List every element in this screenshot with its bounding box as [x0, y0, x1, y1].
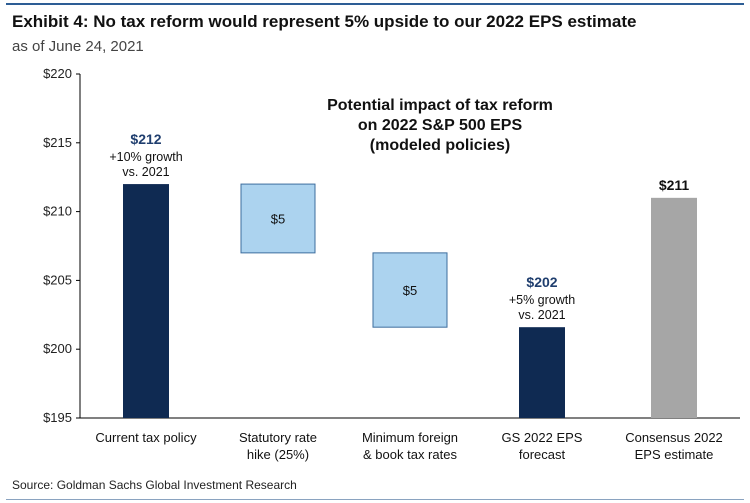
x-tick-label: & book tax rates: [363, 447, 457, 462]
x-tick-label: Statutory rate: [239, 430, 317, 445]
y-tick-label: $220: [43, 66, 72, 81]
bar: [123, 184, 169, 418]
bar-data-label: $5: [403, 283, 417, 298]
exhibit-title: Exhibit 4: No tax reform would represent…: [12, 12, 637, 31]
y-tick-label: $210: [43, 204, 72, 219]
x-tick-label: Minimum foreign: [362, 430, 458, 445]
bar: [240, 183, 316, 254]
bar-data-label: $212: [130, 131, 161, 147]
x-tick-label: Current tax policy: [95, 430, 197, 445]
bar: [651, 197, 697, 418]
x-tick-label: GS 2022 EPS: [502, 430, 583, 445]
waterfall-chart: $195 $200 $205 $210 $215 $220 Potential impact…: [43, 66, 740, 462]
source-note: Source: Goldman Sachs Global Investment …: [12, 478, 297, 492]
bar-annotation: vs. 2021: [518, 308, 565, 322]
bottom-rule: [6, 499, 744, 500]
bar-annotation: +5% growth: [509, 293, 575, 307]
y-tick-label: $215: [43, 135, 72, 150]
chart-title-line: Potential impact of tax reform: [327, 97, 553, 114]
y-tick-label: $195: [43, 410, 72, 425]
bar-data-label: $211: [659, 177, 690, 193]
y-tick-label: $200: [43, 341, 72, 356]
top-rule: [6, 3, 744, 5]
x-tick-label: EPS estimate: [635, 447, 714, 462]
x-tick-label: Consensus 2022: [625, 430, 723, 445]
bar-data-label: $5: [271, 211, 285, 226]
bar: [372, 252, 448, 328]
x-tick-label: hike (25%): [247, 447, 309, 462]
chart-title-line: on 2022 S&P 500 EPS: [358, 117, 523, 134]
bar-data-label: $202: [526, 274, 557, 290]
y-tick-label: $205: [43, 272, 72, 287]
bar-annotation: vs. 2021: [122, 165, 169, 179]
bar-annotation: +10% growth: [109, 150, 182, 164]
x-tick-label: forecast: [519, 447, 566, 462]
bar: [519, 327, 565, 418]
chart-title-line: (modeled policies): [370, 137, 510, 154]
exhibit-subtitle: as of June 24, 2021: [12, 38, 144, 55]
